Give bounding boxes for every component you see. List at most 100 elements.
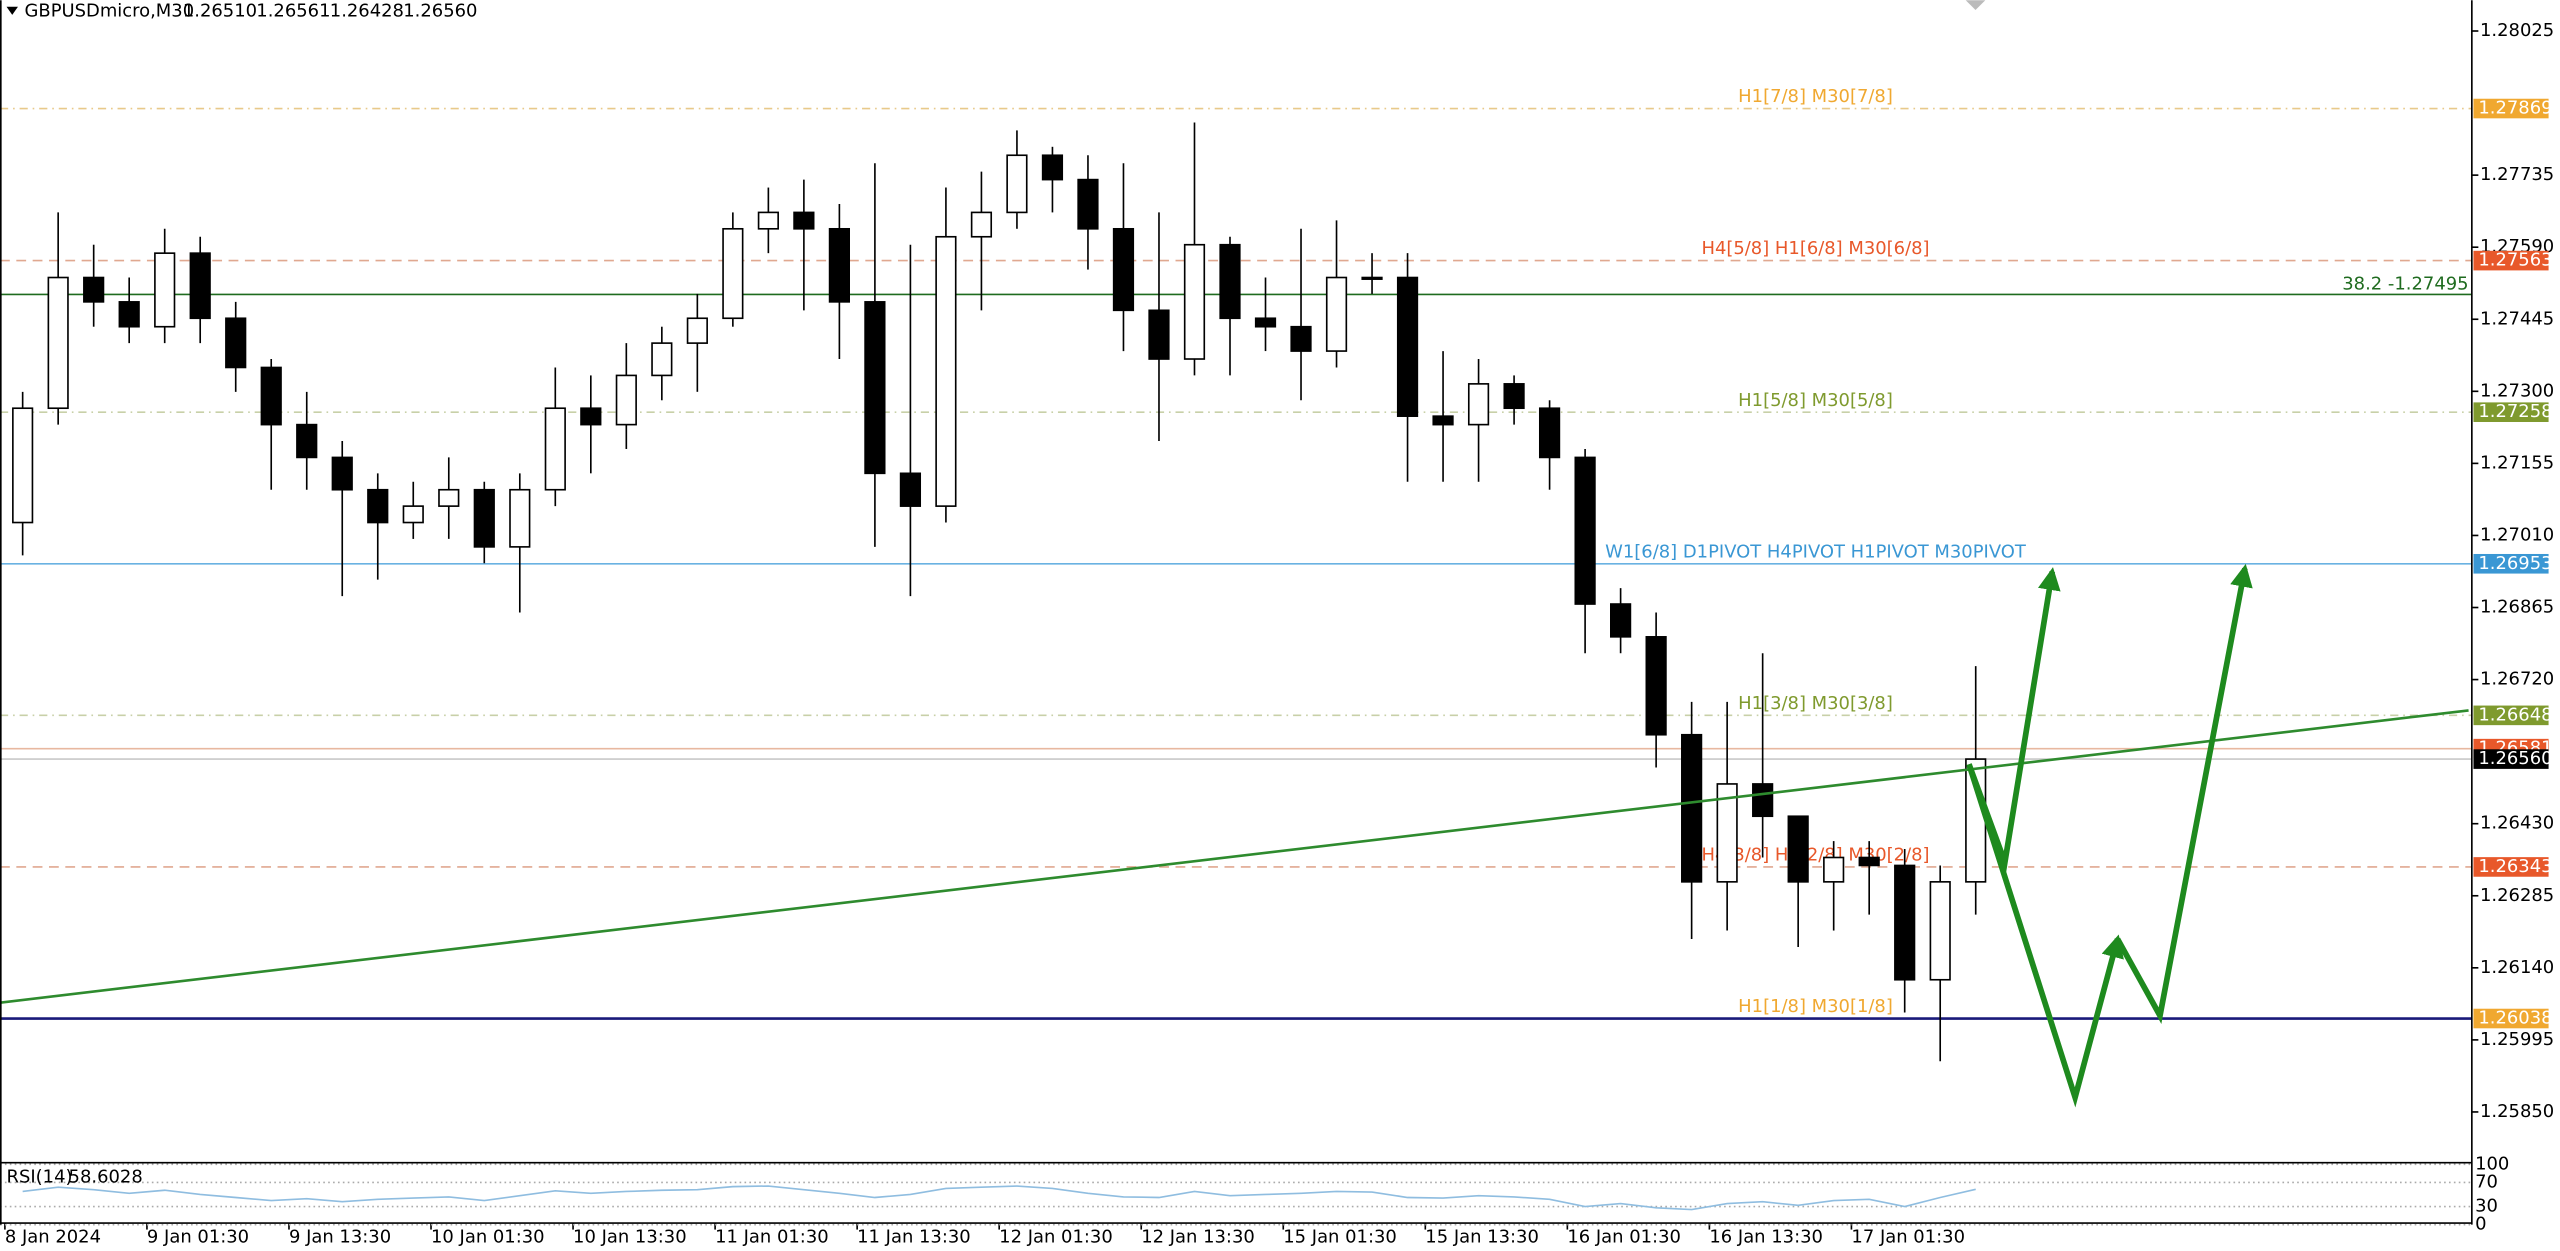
candle-body	[793, 211, 815, 230]
menu-triangle[interactable]	[6, 6, 18, 15]
candle-body	[757, 211, 779, 230]
price-box-label: 1.27563	[2478, 250, 2552, 271]
candle-body	[438, 488, 460, 507]
price-box-label: 1.26038	[2478, 1008, 2552, 1029]
candle-body	[1681, 733, 1703, 883]
candle-body	[1148, 309, 1170, 360]
scroll-marker	[1965, 0, 1986, 10]
rsi-value: 58.6028	[69, 1166, 143, 1187]
candle-body	[260, 366, 282, 426]
projection-arrow	[1966, 763, 2124, 1108]
price-box-label: 1.27258	[2478, 401, 2552, 422]
ohlc-high: 1.26561	[256, 1, 330, 22]
candle-body	[1787, 815, 1809, 883]
x-tick-label: 11 Jan 01:30	[715, 1227, 829, 1248]
candle-body	[367, 488, 389, 524]
candle-body	[1254, 317, 1277, 328]
candle-body	[1432, 415, 1454, 426]
level-text: H4[5/8] H1[6/8] M30[6/8]	[1701, 238, 1929, 259]
candle-body	[509, 488, 531, 548]
rsi-name: RSI(14)	[7, 1166, 73, 1187]
candle-body	[1112, 227, 1135, 312]
candle-body	[899, 472, 922, 507]
rsi-tick-label: 70	[2475, 1171, 2498, 1192]
candle-body	[935, 235, 957, 507]
ohlc-close: 1.26560	[403, 1, 477, 22]
y-tick-label: 1.27155	[2480, 452, 2554, 473]
projection-arrow	[2115, 563, 2253, 1025]
candle-body	[686, 317, 708, 344]
symbol: GBPUSDmicro,M30	[24, 1, 194, 22]
x-tick-label: 11 Jan 13:30	[857, 1227, 971, 1248]
candle-body	[189, 252, 211, 320]
x-tick-label: 15 Jan 13:30	[1425, 1227, 1539, 1248]
price-box	[2473, 749, 2549, 769]
candle-body	[1538, 407, 1561, 459]
candle-body	[1716, 783, 1738, 883]
price-box	[2473, 553, 2549, 574]
level-text: 38.2 -1.27495	[2342, 274, 2468, 295]
ohlc-low: 1.26428	[330, 1, 404, 22]
candle-body	[1752, 783, 1774, 818]
level-text: H1[1/8] M30[1/8]	[1738, 996, 1893, 1017]
candle-body	[1894, 864, 1916, 981]
candle-body	[473, 488, 495, 548]
y-tick-label: 1.26430	[2480, 813, 2554, 834]
y-tick-label: 1.26865	[2480, 597, 2554, 618]
y-tick-label: 1.27445	[2480, 308, 2554, 329]
candle-body	[1183, 243, 1206, 360]
candle-body	[544, 407, 566, 491]
rsi-tick-label: 0	[2475, 1214, 2486, 1235]
candle-body	[828, 227, 850, 303]
price-box	[2473, 1008, 2549, 1029]
price-box-label: 1.26343	[2478, 856, 2552, 877]
candle-body	[1077, 178, 1099, 230]
price-box	[2473, 250, 2549, 271]
price-panel: H1[7/8] M30[7/8] H4[5/8] H1[6/8] M30[6/8]…	[0, 86, 2472, 1062]
y-tick-label: 1.28025	[2480, 20, 2554, 41]
candle-body	[1929, 881, 1951, 981]
x-tick-label: 12 Jan 13:30	[1141, 1227, 1255, 1248]
candle-body	[154, 252, 176, 328]
x-tick-label: 15 Jan 01:30	[1283, 1227, 1397, 1248]
trend-line	[0, 709, 2469, 1004]
ohlc-open: 1.26510	[183, 1, 257, 22]
rsi-line	[22, 1185, 1976, 1211]
x-tick-label: 9 Jan 13:30	[289, 1227, 391, 1248]
candle-body	[1823, 856, 1845, 883]
rsi-tick-label: 100	[2475, 1153, 2509, 1174]
candle-body	[1290, 325, 1312, 352]
candle-body	[83, 276, 105, 303]
x-tick-label: 12 Jan 01:30	[999, 1227, 1113, 1248]
price-box-label: 1.26953	[2478, 553, 2552, 574]
candle-body	[1006, 154, 1028, 214]
y-tick-label: 1.25995	[2480, 1029, 2554, 1050]
candle-body	[1503, 383, 1525, 410]
y-tick-label: 1.26720	[2480, 669, 2554, 690]
y-tick-label: 1.26285	[2480, 885, 2554, 906]
candle-body	[580, 407, 602, 426]
candle-body	[1219, 243, 1241, 320]
price-box-label: 1.27869	[2478, 98, 2552, 119]
candle-body	[331, 456, 353, 491]
x-tick-label: 10 Jan 13:30	[573, 1227, 687, 1248]
candle-body	[1041, 154, 1064, 181]
price-box	[2473, 705, 2549, 726]
rsi-tick-label: 30	[2475, 1196, 2498, 1217]
candle-body	[118, 301, 140, 328]
candle-body	[970, 211, 993, 238]
candle-body	[1610, 603, 1632, 638]
candle-body	[1858, 856, 1880, 867]
level-text: H1[5/8] M30[5/8]	[1738, 390, 1893, 411]
x-tick-label: 9 Jan 01:30	[147, 1227, 249, 1248]
candle-body	[1325, 276, 1348, 352]
level-text: W1[6/8] D1PIVOT H4PIVOT H1PIVOT M30PIVOT	[1605, 541, 2027, 562]
candle-body	[722, 227, 744, 320]
x-tick-label: 16 Jan 13:30	[1709, 1227, 1823, 1248]
candle-body	[1396, 276, 1419, 417]
y-tick-label: 1.26140	[2480, 957, 2554, 978]
x-tick-label: 8 Jan 2024	[5, 1227, 101, 1248]
candle-body	[1361, 276, 1383, 280]
candle-body	[296, 423, 318, 459]
candle-body	[47, 276, 69, 410]
